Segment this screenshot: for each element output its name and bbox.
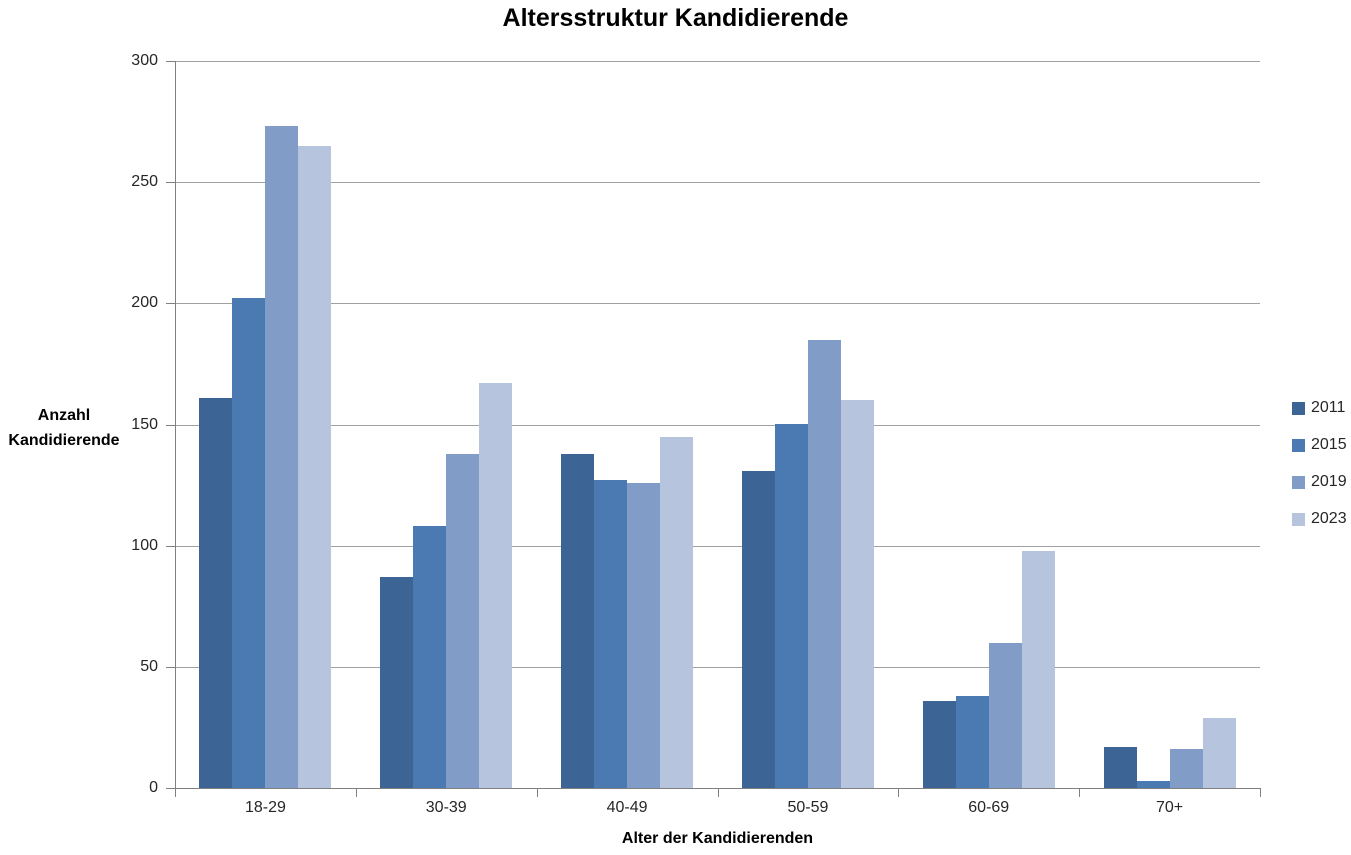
y-tick-mark-300 <box>166 61 175 62</box>
y-tick-label-0: 0 <box>149 779 158 796</box>
gridline-50 <box>175 667 1260 668</box>
legend-swatch-2011-icon <box>1292 401 1305 415</box>
x-axis-line <box>175 788 1261 789</box>
bar-2023-40-49 <box>660 437 694 788</box>
x-tick-label-30-39: 30-39 <box>425 799 467 816</box>
chart-title: Altersstruktur Kandidierende <box>502 4 849 32</box>
gridline-100 <box>175 546 1260 547</box>
bar-group-50-59 <box>718 61 899 788</box>
x-tick-label-18-29: 18-29 <box>244 799 286 816</box>
y-axis-title: Anzahl Kandidierende <box>8 407 120 449</box>
legend-label-2019: 2019 <box>1311 473 1347 490</box>
bar-2019-70+ <box>1169 749 1203 788</box>
bar-2019-40-49 <box>627 483 661 788</box>
y-tick-label-200: 200 <box>131 294 158 311</box>
bar-2023-60-69 <box>1021 551 1055 788</box>
bar-2011-50-59 <box>741 471 775 788</box>
y-tick-mark-0 <box>166 788 175 789</box>
bar-group-70+ <box>1079 61 1260 788</box>
bar-2015-40-49 <box>594 480 628 788</box>
legend-swatch-2015-icon <box>1292 438 1305 452</box>
bar-2019-60-69 <box>988 643 1022 788</box>
bar-2015-18-29 <box>232 298 266 788</box>
x-tick-mark-4 <box>898 789 899 797</box>
x-tick-label-60-69: 60-69 <box>968 799 1010 816</box>
gridline-200 <box>175 303 1260 304</box>
bar-2015-50-59 <box>774 424 808 788</box>
plot-area <box>175 61 1260 788</box>
legend-item-2011: 2011 <box>1292 396 1347 420</box>
bar-2011-70+ <box>1103 747 1137 788</box>
bar-2019-30-39 <box>446 454 480 788</box>
x-tick-mark-1 <box>356 789 357 797</box>
y-tick-mark-50 <box>166 667 175 668</box>
x-tick-label-70+: 70+ <box>1156 799 1184 816</box>
legend-label-2011: 2011 <box>1311 399 1346 416</box>
bar-2011-18-29 <box>199 398 233 788</box>
x-tick-mark-5 <box>1079 789 1080 797</box>
legend-swatch-2019-icon <box>1292 475 1305 489</box>
gridline-150 <box>175 425 1260 426</box>
y-tick-label-50: 50 <box>140 658 158 675</box>
legend-swatch-2023-icon <box>1292 512 1305 526</box>
bar-group-60-69 <box>898 61 1079 788</box>
legend-item-2015: 2015 <box>1292 433 1347 457</box>
legend-item-2019: 2019 <box>1292 470 1347 494</box>
bar-2015-70+ <box>1136 781 1170 788</box>
bar-2011-40-49 <box>561 454 595 788</box>
gridline-300 <box>175 61 1260 62</box>
bar-group-40-49 <box>537 61 718 788</box>
bar-group-30-39 <box>356 61 537 788</box>
y-tick-mark-250 <box>166 182 175 183</box>
y-tick-label-150: 150 <box>131 416 158 433</box>
bar-2011-30-39 <box>380 577 414 788</box>
bar-2019-50-59 <box>807 340 841 788</box>
legend-label-2015: 2015 <box>1311 436 1347 453</box>
x-tick-mark-6 <box>1260 789 1261 797</box>
bar-2015-30-39 <box>413 526 447 788</box>
bar-2011-60-69 <box>922 701 956 788</box>
x-tick-mark-3 <box>718 789 719 797</box>
bar-2023-30-39 <box>479 383 513 788</box>
bar-2023-50-59 <box>840 400 874 788</box>
y-axis-line <box>175 61 176 789</box>
bar-2023-70+ <box>1202 718 1236 788</box>
y-tick-label-100: 100 <box>131 537 158 554</box>
gridline-250 <box>175 182 1260 183</box>
bar-group-18-29 <box>175 61 356 788</box>
y-tick-label-250: 250 <box>131 173 158 190</box>
y-tick-mark-150 <box>166 425 175 426</box>
bar-2015-60-69 <box>955 696 989 788</box>
bar-2019-18-29 <box>265 126 299 788</box>
legend-label-2023: 2023 <box>1311 510 1347 527</box>
x-tick-label-50-59: 50-59 <box>787 799 829 816</box>
legend-item-2023: 2023 <box>1292 507 1347 531</box>
legend: 2011 2015 2019 2023 <box>1292 396 1347 544</box>
x-tick-mark-2 <box>537 789 538 797</box>
y-tick-label-300: 300 <box>131 52 158 69</box>
x-axis-title: Alter der Kandidierenden <box>621 830 814 847</box>
x-tick-mark-0 <box>175 789 176 797</box>
bar-2023-18-29 <box>298 146 332 788</box>
y-tick-mark-200 <box>166 303 175 304</box>
y-tick-mark-100 <box>166 546 175 547</box>
x-tick-label-40-49: 40-49 <box>606 799 648 816</box>
